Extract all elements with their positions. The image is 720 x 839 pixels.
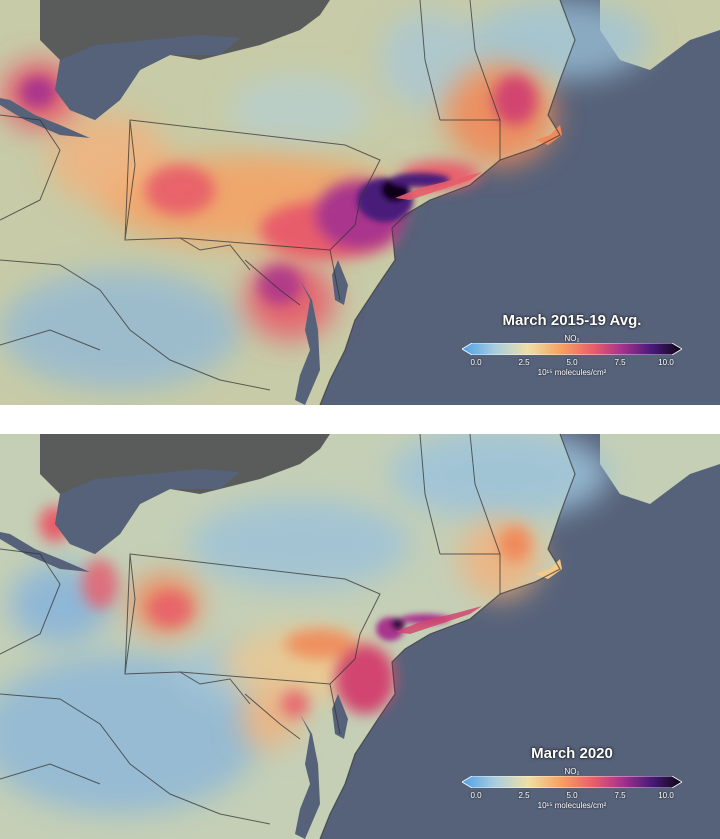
chesapeake-bay — [295, 714, 320, 839]
tick-label: 10.0 — [658, 791, 674, 800]
lake-erie — [0, 98, 90, 138]
unit-label: 10¹⁵ molecules/cm² — [537, 368, 607, 377]
chesapeake-bay — [295, 280, 320, 405]
variable-label: NO₂ — [564, 767, 580, 776]
color-scale-bar — [462, 776, 682, 788]
tick-label: 0.0 — [470, 791, 482, 800]
legend: March 2015-19 Avg. NO₂ 0.0 2.5 5.0 7.5 — [462, 312, 682, 377]
coastline — [319, 434, 576, 839]
tick-label: 7.5 — [614, 791, 626, 800]
variable-label: NO₂ — [564, 334, 580, 343]
lake-erie — [0, 532, 90, 572]
state-borders — [0, 0, 501, 391]
tick-label: 0.0 — [470, 358, 482, 367]
northeast-us-map — [0, 0, 720, 405]
panel-title: March 2020 — [531, 745, 613, 762]
delaware-bay — [332, 260, 348, 305]
tick-label: 2.5 — [518, 791, 530, 800]
no2-map-panel-2020: March 2020 NO₂ 0.0 2.5 5.0 7.5 10.0 — [0, 434, 720, 839]
unit-label: 10¹⁵ molecules/cm² — [537, 801, 607, 810]
coastline — [319, 0, 576, 405]
tick-label: 5.0 — [566, 358, 578, 367]
tick-label: 5.0 — [566, 791, 578, 800]
legend: March 2020 NO₂ 0.0 2.5 5.0 7.5 10.0 — [462, 745, 682, 810]
long-island — [395, 606, 482, 634]
tick-label: 2.5 — [518, 358, 530, 367]
tick-label: 7.5 — [614, 358, 626, 367]
color-scale-bar — [462, 343, 682, 355]
cape-cod — [535, 125, 562, 145]
long-island — [395, 172, 482, 200]
no2-map-panel-2015-19: March 2015-19 Avg. NO₂ 0.0 2.5 5.0 7.5 — [0, 0, 720, 405]
northeast-us-map — [0, 434, 720, 839]
cape-cod — [535, 559, 562, 579]
panel-title: March 2015-19 Avg. — [502, 312, 642, 329]
state-borders — [0, 434, 501, 825]
delaware-bay — [332, 694, 348, 739]
tick-label: 10.0 — [658, 358, 674, 367]
lake-ontario — [55, 469, 240, 554]
lake-ontario — [55, 35, 240, 120]
maine-coast — [600, 434, 720, 504]
